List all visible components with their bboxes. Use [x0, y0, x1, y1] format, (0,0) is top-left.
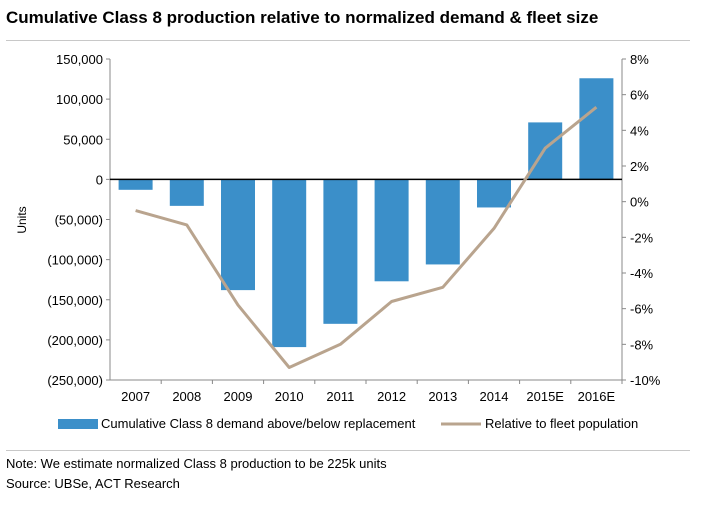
- y2-tick-label: 4%: [630, 123, 649, 138]
- x-axis: 2007 2008 2009 2010 2011 2012 2013 2014 2015E 201…: [121, 380, 623, 404]
- y2-tick-label: 6%: [630, 88, 649, 103]
- x-tick-label: 2009: [224, 389, 253, 404]
- y-tick-label: (100,000): [47, 253, 103, 268]
- y2-tick-label: 8%: [630, 52, 649, 67]
- x-tick-label: 2013: [428, 389, 457, 404]
- bar: [477, 179, 511, 208]
- x-tick-label: 2014: [480, 389, 509, 404]
- x-tick-label: 2016E: [578, 389, 616, 404]
- y-axis-label: Units: [15, 206, 29, 233]
- y-tick-label: 150,000: [56, 52, 103, 67]
- bar: [425, 179, 460, 265]
- source-note: Source: UBSe, ACT Research: [6, 476, 180, 491]
- y-tick-label: (200,000): [47, 333, 103, 348]
- x-tick-label: 2011: [326, 389, 354, 404]
- legend-line-label: Relative to fleet population: [485, 416, 638, 431]
- line-series: [135, 106, 598, 369]
- right-axis: 8% 6% 4% 2% 0% -2% -4% -6% -8% -10%: [622, 52, 661, 388]
- y-tick-label: (150,000): [47, 293, 103, 308]
- y2-tick-label: -4%: [630, 266, 654, 281]
- y2-tick-label: -8%: [630, 337, 654, 352]
- y-tick-label: (50,000): [55, 213, 103, 228]
- bar: [323, 179, 358, 324]
- y2-tick-label: -6%: [630, 302, 654, 317]
- x-tick-label: 2015E: [526, 389, 564, 404]
- chart-title: Cumulative Class 8 production relative t…: [6, 8, 599, 27]
- x-tick-label: 2008: [172, 389, 201, 404]
- title-divider: [6, 40, 690, 41]
- series-line: [135, 106, 598, 369]
- bar: [579, 78, 614, 180]
- footer-divider: [6, 450, 690, 451]
- x-tick-label: 2007: [121, 389, 150, 404]
- bar: [169, 179, 204, 206]
- legend: Cumulative Class 8 demand above/below re…: [58, 416, 638, 431]
- legend-bar-label: Cumulative Class 8 demand above/below re…: [101, 416, 416, 431]
- plot-frame: [109, 59, 623, 381]
- y2-tick-label: -10%: [630, 373, 661, 388]
- y2-tick-label: 0%: [630, 195, 649, 210]
- y-tick-label: 0: [96, 172, 103, 187]
- y-tick-label: 50,000: [63, 132, 103, 147]
- bar: [118, 179, 153, 190]
- bar-series: [118, 78, 614, 348]
- combo-chart: 150,000 100,000 50,000 0 (50,000) (100,000) (1…: [15, 52, 661, 431]
- bar: [221, 179, 255, 291]
- bar: [272, 179, 307, 348]
- y-tick-label: 100,000: [56, 92, 103, 107]
- bar: [374, 179, 409, 282]
- x-tick-label: 2012: [377, 389, 406, 404]
- y-tick-label: (250,000): [47, 373, 103, 388]
- legend-bar-swatch: [58, 419, 98, 429]
- left-axis: 150,000 100,000 50,000 0 (50,000) (100,000) (1…: [47, 52, 110, 388]
- x-tick-label: 2010: [275, 389, 304, 404]
- footnote: Note: We estimate normalized Class 8 pro…: [6, 456, 387, 471]
- y2-tick-label: -2%: [630, 230, 654, 245]
- y2-tick-label: 2%: [630, 159, 649, 174]
